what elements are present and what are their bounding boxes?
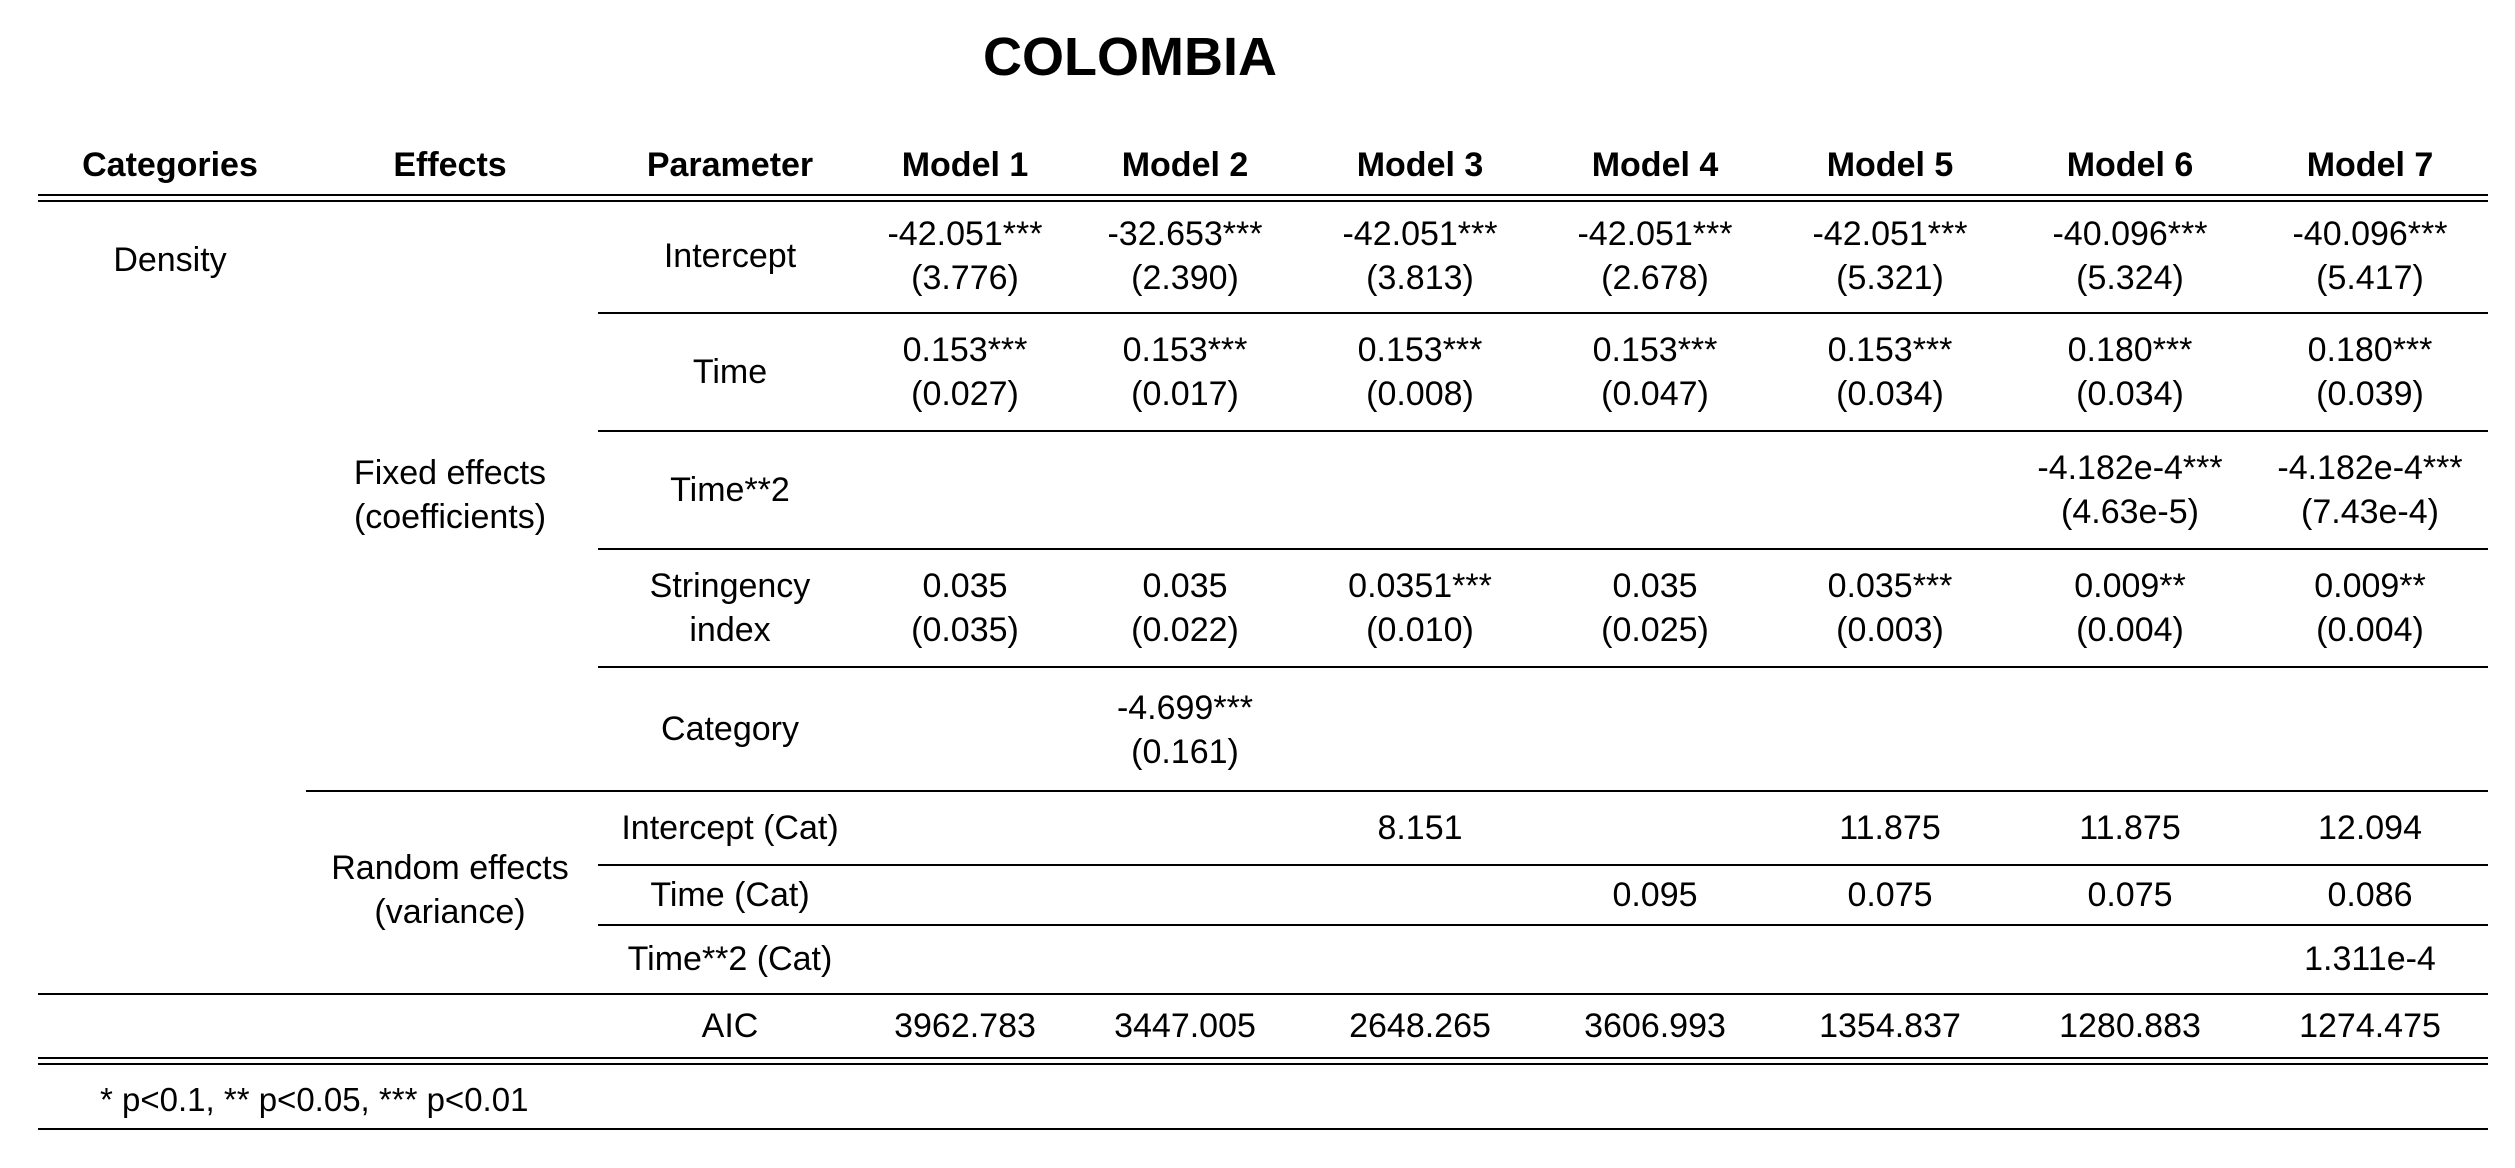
aic-model-2: 3447.005 [1114, 1006, 1256, 1045]
col-header-model-2: Model 2 [1121, 145, 1249, 184]
cell-time-model-4: 0.153*** (0.047) [1592, 330, 1718, 413]
footnote-rule [38, 1128, 2488, 1130]
param-intercept: Intercept [663, 236, 797, 275]
col-header-model-3: Model 3 [1356, 145, 1484, 184]
cell-time-squared-cat-model-7: 1.311e-4 [2304, 939, 2436, 978]
cell-time-squared-model-7: -4.182e-4*** (7.43e-4) [2277, 448, 2463, 531]
header-rule-bottom [38, 200, 2488, 202]
cell-stringency-model-2: 0.035 (0.022) [1131, 566, 1239, 649]
cell-time-cat-model-7: 0.086 [2327, 875, 2413, 914]
row-rule [598, 864, 2488, 866]
cell-stringency-model-7: 0.009** (0.004) [2314, 566, 2426, 649]
aic-model-5: 1354.837 [1819, 1006, 1961, 1045]
param-time-squared: Time**2 [670, 470, 790, 509]
aic-model-6: 1280.883 [2059, 1006, 2201, 1045]
cell-time-model-1: 0.153*** (0.027) [902, 330, 1028, 413]
cell-time-squared-model-6: -4.182e-4*** (4.63e-5) [2037, 448, 2223, 531]
param-intercept-cat: Intercept (Cat) [621, 808, 839, 847]
fixed-effects-label: Fixed effects (coefficients) [353, 453, 547, 536]
cell-time-model-2: 0.153*** (0.017) [1122, 330, 1248, 413]
aic-label: AIC [701, 1006, 759, 1045]
bottom-rule-top [38, 1057, 2488, 1059]
aic-rule [38, 993, 2488, 995]
row-rule [598, 666, 2488, 668]
cell-intercept-model-6: -40.096*** (5.324) [2052, 214, 2208, 297]
aic-model-1: 3962.783 [894, 1006, 1036, 1045]
cell-time-model-7: 0.180*** (0.039) [2307, 330, 2433, 413]
category-label: Density [113, 240, 227, 279]
cell-intercept-model-1: -42.051*** (3.776) [887, 214, 1043, 297]
cell-intercept-cat-model-7: 12.094 [2318, 808, 2422, 847]
cell-intercept-model-5: -42.051*** (5.321) [1812, 214, 1968, 297]
cell-time-cat-model-4: 0.095 [1612, 875, 1698, 914]
row-rule [598, 430, 2488, 432]
cell-stringency-model-5: 0.035*** (0.003) [1827, 566, 1953, 649]
cell-time-cat-model-5: 0.075 [1847, 875, 1933, 914]
col-header-parameter: Parameter [646, 145, 814, 184]
aic-model-4: 3606.993 [1584, 1006, 1726, 1045]
cell-time-model-3: 0.153*** (0.008) [1357, 330, 1483, 413]
param-time-squared-cat: Time**2 (Cat) [627, 939, 833, 978]
bottom-rule-bottom [38, 1063, 2488, 1065]
header-rule-top [38, 194, 2488, 196]
col-header-model-1: Model 1 [901, 145, 1029, 184]
cell-stringency-model-1: 0.035 (0.035) [911, 566, 1019, 649]
cell-time-model-6: 0.180*** (0.034) [2067, 330, 2193, 413]
col-header-model-7: Model 7 [2306, 145, 2434, 184]
cell-time-model-5: 0.153*** (0.034) [1827, 330, 1953, 413]
col-header-effects: Effects [393, 145, 507, 184]
row-rule [598, 312, 2488, 314]
aic-model-7: 1274.475 [2299, 1006, 2441, 1045]
param-time: Time [692, 352, 768, 391]
significance-footnote: * p<0.1, ** p<0.05, *** p<0.01 [100, 1080, 529, 1118]
cell-intercept-model-4: -42.051*** (2.678) [1577, 214, 1733, 297]
param-stringency-index: Stringency index [649, 566, 811, 649]
col-header-model-6: Model 6 [2066, 145, 2194, 184]
cell-time-cat-model-6: 0.075 [2087, 875, 2173, 914]
cell-intercept-model-3: -42.051*** (3.813) [1342, 214, 1498, 297]
cell-intercept-model-2: -32.653*** (2.390) [1107, 214, 1263, 297]
param-category: Category [661, 709, 799, 748]
random-effects-label: Random effects (variance) [331, 848, 569, 931]
aic-model-3: 2648.265 [1349, 1006, 1491, 1045]
cell-intercept-cat-model-3: 8.151 [1377, 808, 1463, 847]
col-header-model-4: Model 4 [1591, 145, 1719, 184]
cell-intercept-cat-model-6: 11.875 [2079, 808, 2181, 847]
cell-stringency-model-6: 0.009** (0.004) [2074, 566, 2186, 649]
col-header-categories: Categories [82, 145, 258, 184]
cell-intercept-model-7: -40.096*** (5.417) [2292, 214, 2448, 297]
param-time-cat: Time (Cat) [650, 875, 810, 914]
col-header-model-5: Model 5 [1826, 145, 1954, 184]
cell-stringency-model-3: 0.0351*** (0.010) [1348, 566, 1492, 649]
cell-stringency-model-4: 0.035 (0.025) [1601, 566, 1709, 649]
row-rule [598, 548, 2488, 550]
cell-category-model-2: -4.699*** (0.161) [1116, 688, 1254, 771]
cell-intercept-cat-model-5: 11.875 [1839, 808, 1941, 847]
table-title: COLOMBIA [983, 27, 1277, 87]
row-rule [598, 924, 2488, 926]
fixed-random-rule [306, 790, 2488, 792]
